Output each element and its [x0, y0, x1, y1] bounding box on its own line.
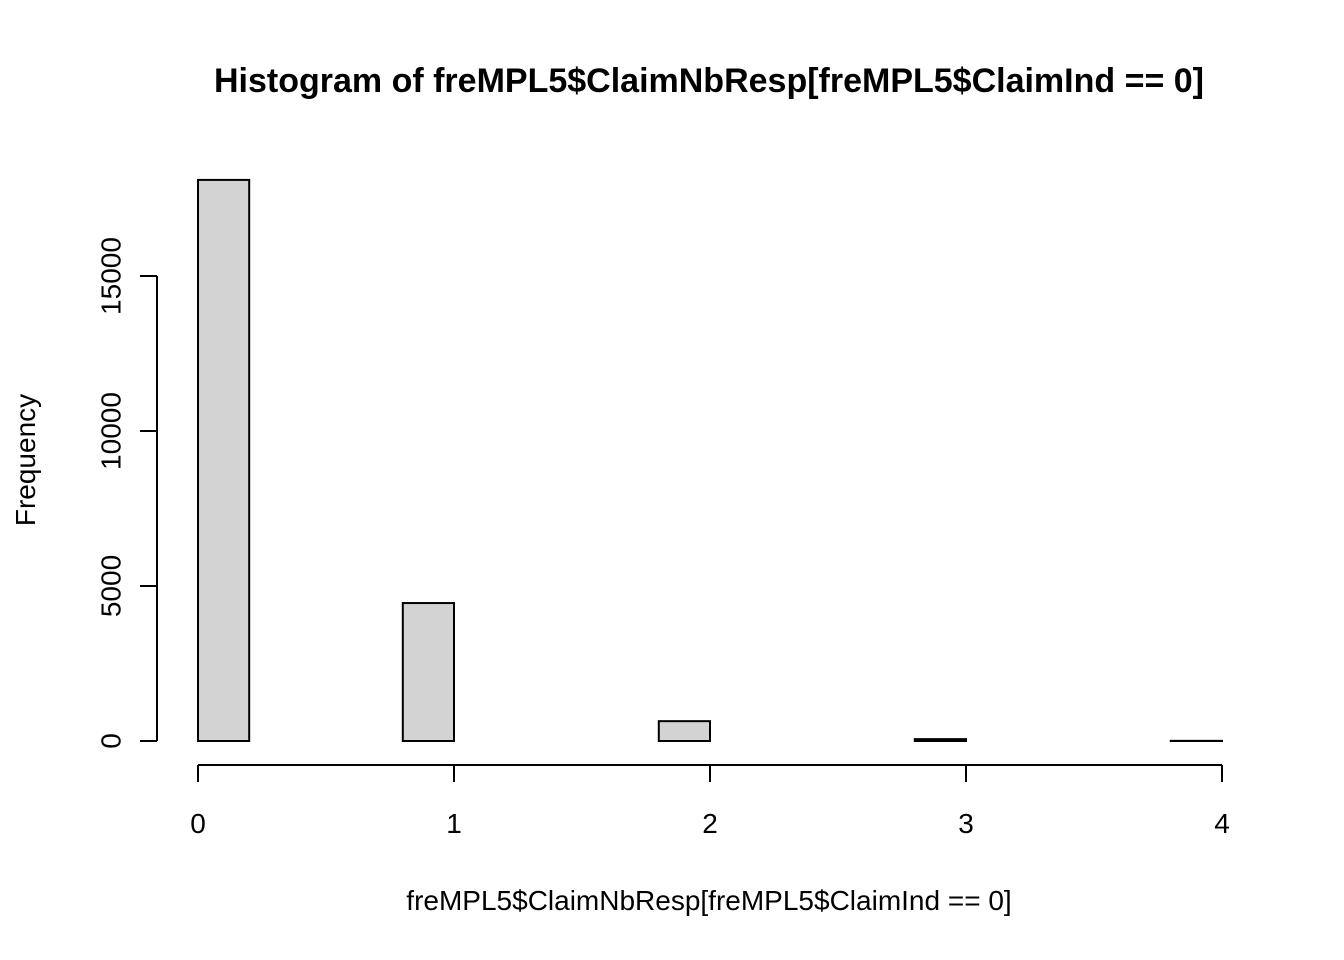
- chart-title: Histogram of freMPL5$ClaimNbResp[freMPL5…: [214, 62, 1204, 100]
- histogram-bar: [197, 178, 251, 742]
- x-axis-label: freMPL5$ClaimNbResp[freMPL5$ClaimInd == …: [406, 885, 1011, 916]
- histogram-bar: [401, 602, 455, 742]
- histogram-bar: [913, 738, 967, 743]
- x-tick-label: 1: [446, 808, 462, 839]
- y-axis: 0 5000 10000 15000: [96, 237, 158, 749]
- histogram-bar: [657, 720, 711, 742]
- x-tick-label: 3: [958, 808, 974, 839]
- y-tick-label: 10000: [96, 392, 127, 470]
- y-tick-label: 15000: [96, 237, 127, 315]
- x-tick-label: 2: [702, 808, 718, 839]
- x-tick-label: 0: [190, 808, 206, 839]
- x-tick-label: 4: [1214, 808, 1230, 839]
- y-tick-label: 5000: [96, 555, 127, 617]
- x-axis: 0 1 2 3 4: [190, 764, 1230, 839]
- histogram-bars: [197, 178, 1224, 743]
- y-axis-label: Frequency: [10, 394, 41, 526]
- y-tick-label: 0: [96, 733, 127, 749]
